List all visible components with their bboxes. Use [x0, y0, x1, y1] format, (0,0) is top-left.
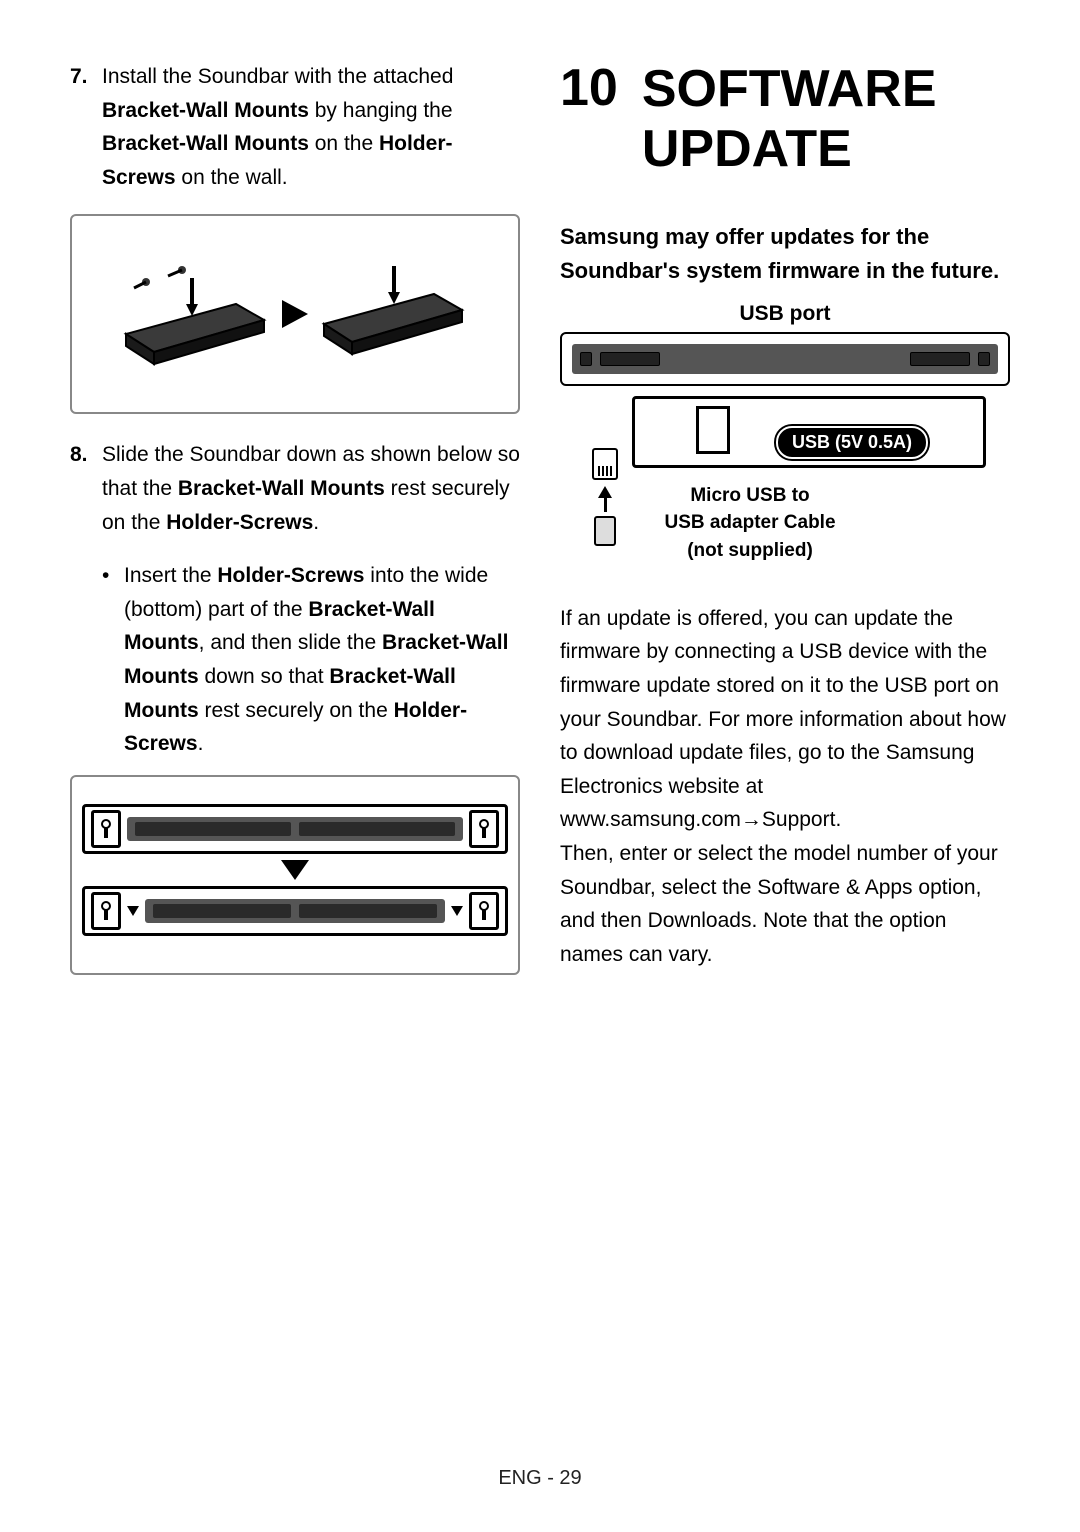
small-arrow-down-icon: [127, 906, 139, 916]
intro-text: Samsung may offer updates for the Soundb…: [560, 220, 1010, 288]
step-7-number: 7.: [70, 60, 102, 194]
support-url: www.samsung.com→Support.: [560, 808, 841, 831]
usb-spec-pill: USB (5V 0.5A): [776, 426, 928, 459]
bracket-right-seated-icon: [469, 892, 499, 930]
bullet-dot-icon: •: [102, 559, 124, 761]
step-8-bullet-text: Insert the Holder-Screws into the wide (…: [124, 559, 520, 761]
section-title: SOFTWARE UPDATE: [642, 60, 1010, 180]
bracket-right-icon: [469, 810, 499, 848]
step-8-number: 8.: [70, 438, 102, 539]
bracket-left-seated-icon: [91, 892, 121, 930]
soundbar-bottom-row: [82, 886, 508, 936]
usb-diagram: USB (5V 0.5A) Micro USB to USB adapter C…: [560, 332, 1010, 562]
step-8-bullet: • Insert the Holder-Screws into the wide…: [102, 559, 520, 761]
soundbar-before-icon: [116, 254, 276, 374]
usb-adapter-icon: [592, 448, 618, 558]
step-7-text: Install the Soundbar with the attached B…: [102, 60, 520, 194]
body-paragraph: If an update is offered, you can update …: [560, 602, 1010, 972]
cable-label: Micro USB to USB adapter Cable (not supp…: [650, 482, 850, 565]
arrow-right-icon: [282, 300, 308, 328]
soundbar-top-row: [82, 804, 508, 854]
figure-install-soundbar: [70, 214, 520, 414]
section-header: 10 SOFTWARE UPDATE: [560, 60, 1010, 180]
soundbar-after-icon: [314, 254, 474, 374]
page-footer: ENG - 29: [0, 1467, 1080, 1490]
figure-slide-down: [70, 775, 520, 975]
step-7: 7. Install the Soundbar with the attache…: [70, 60, 520, 194]
usb-port-icon: [696, 406, 730, 454]
small-arrow-down-icon: [451, 906, 463, 916]
bracket-left-icon: [91, 810, 121, 848]
soundbar-back-panel-icon: [560, 332, 1010, 386]
arrow-down-icon: [281, 860, 309, 880]
section-number: 10: [560, 60, 618, 117]
left-column: 7. Install the Soundbar with the attache…: [70, 60, 520, 999]
step-8-text: Slide the Soundbar down as shown below s…: [102, 438, 520, 539]
step-8: 8. Slide the Soundbar down as shown belo…: [70, 438, 520, 539]
right-column: 10 SOFTWARE UPDATE Samsung may offer upd…: [560, 60, 1010, 999]
usb-port-label: USB port: [560, 302, 1010, 326]
